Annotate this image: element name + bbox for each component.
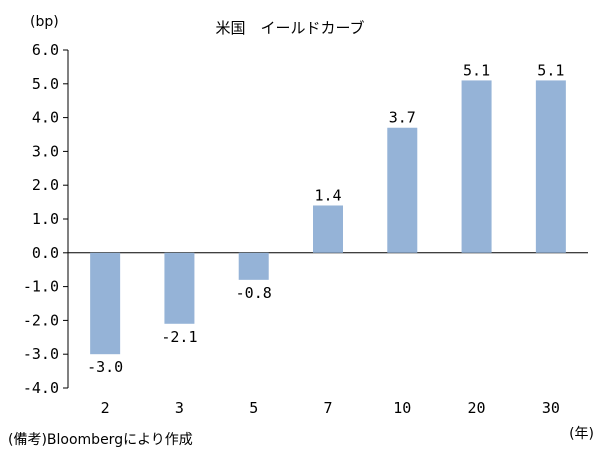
x-axis-unit-label: (年) bbox=[569, 426, 594, 442]
data-label: -2.1 bbox=[161, 328, 197, 346]
source-note: (備考)Bloombergにより作成 bbox=[8, 432, 193, 448]
y-axis-unit-label: (bp) bbox=[30, 14, 59, 30]
y-tick-label: 4.0 bbox=[32, 109, 59, 127]
x-tick-label: 3 bbox=[175, 399, 184, 417]
y-tick-label: -3.0 bbox=[23, 345, 59, 363]
y-tick-label: 2.0 bbox=[32, 176, 59, 194]
x-tick-label: 20 bbox=[468, 399, 486, 417]
bar bbox=[238, 252, 269, 280]
bar bbox=[164, 252, 195, 324]
data-label: 5.1 bbox=[537, 61, 564, 79]
data-label: 1.4 bbox=[314, 186, 341, 204]
x-tick-label: 7 bbox=[323, 399, 332, 417]
data-label: -0.8 bbox=[236, 284, 272, 302]
bar bbox=[313, 205, 343, 253]
x-tick-label: 5 bbox=[249, 399, 258, 417]
bar bbox=[461, 80, 492, 253]
data-label: 3.7 bbox=[389, 109, 416, 127]
y-tick-label: -2.0 bbox=[23, 311, 59, 329]
chart-title: 米国 イールドカーブ bbox=[215, 19, 364, 37]
y-tick-label: 0.0 bbox=[32, 244, 59, 262]
bar bbox=[535, 80, 566, 253]
y-tick-label: 3.0 bbox=[32, 142, 59, 160]
x-tick-label: 30 bbox=[542, 399, 560, 417]
data-label: -3.0 bbox=[87, 358, 123, 376]
y-tick-label: -4.0 bbox=[23, 379, 59, 397]
y-tick-label: 1.0 bbox=[32, 210, 59, 228]
y-tick-label: 5.0 bbox=[32, 75, 59, 93]
y-tick-label: -1.0 bbox=[23, 278, 59, 296]
bar bbox=[90, 252, 121, 355]
x-tick-label: 10 bbox=[393, 399, 411, 417]
data-label: 5.1 bbox=[463, 61, 490, 79]
bar bbox=[387, 127, 418, 253]
x-tick-label: 2 bbox=[101, 399, 110, 417]
y-tick-label: 6.0 bbox=[32, 41, 59, 59]
